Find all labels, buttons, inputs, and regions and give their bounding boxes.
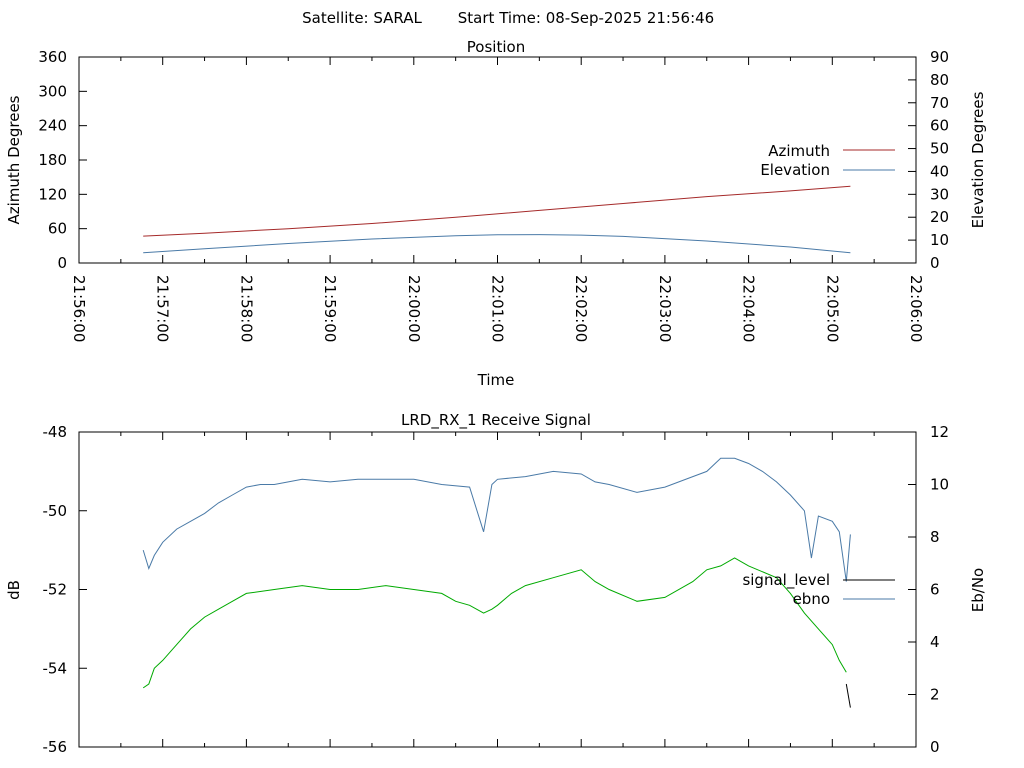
position-x-tick-label: 22:06:00	[907, 275, 925, 342]
receive-signal-chart: LRD_RX_1 Receive Signal dB Eb/No -56-54-…	[5, 411, 987, 756]
receive-y2-tick-label: 6	[930, 581, 940, 599]
position-x-tick-label: 21:58:00	[237, 275, 255, 342]
position-x-tick-label: 22:01:00	[489, 275, 507, 342]
position-y2-tick-label: 30	[930, 185, 949, 203]
receive-y-tick-label: -52	[43, 581, 68, 599]
position-chart: Position Time Azimuth Degrees Elevation …	[5, 38, 987, 389]
position-x-tick-label: 21:56:00	[70, 275, 88, 342]
receive-axes: -56 -54 -52 -50 -48 0 2 4 6 8 10 12	[43, 423, 950, 756]
position-chart-title: Position	[467, 38, 525, 56]
position-series-azimuth	[143, 185, 851, 237]
receive-y-tick-label: -50	[43, 502, 68, 520]
position-x-axis-label: Time	[477, 371, 515, 389]
position-y2-tick-label: 70	[930, 94, 949, 112]
position-y2-tick-label: 10	[930, 231, 949, 249]
position-y-tick-label: 240	[38, 117, 67, 135]
legend-elevation-label: Elevation	[760, 161, 830, 179]
legend-azimuth-label: Azimuth	[768, 142, 830, 160]
position-y-tick-label: 0	[57, 254, 67, 272]
position-y-tick-label: 60	[48, 220, 67, 238]
receive-signal-chart-title: LRD_RX_1 Receive Signal	[401, 411, 591, 430]
position-x-tick-label: 22:03:00	[656, 275, 674, 342]
receive-y-tick-label: -48	[43, 423, 68, 441]
receive-y-tick-label: -54	[43, 659, 68, 677]
position-series	[143, 185, 851, 254]
position-x-tick-label: 22:04:00	[740, 275, 758, 342]
position-y-tick-label: 120	[38, 185, 67, 203]
receive-y2-tick-label: 4	[930, 633, 940, 651]
db-axis-label: dB	[5, 580, 23, 600]
receive-y2-tick-label: 8	[930, 528, 940, 546]
position-y-tick-label: 180	[38, 151, 67, 169]
position-x-tick-label: 22:05:00	[823, 275, 841, 342]
legend-signal-level-label: signal_level	[742, 571, 830, 590]
position-plot-frame	[78, 56, 917, 264]
position-x-tick-label: 21:57:00	[154, 275, 172, 342]
receive-y-tick-label: -56	[43, 738, 68, 756]
position-y2-tick-label: 50	[930, 140, 949, 158]
position-x-tick-label: 22:00:00	[405, 275, 423, 342]
receive-series	[142, 457, 851, 708]
position-legend: Azimuth Elevation	[760, 142, 895, 179]
receive-y2-tick-label: 2	[930, 686, 940, 704]
satellite-label: Satellite: SARAL	[302, 9, 422, 27]
receive-series-ebno	[142, 457, 851, 582]
azimuth-axis-label: Azimuth Degrees	[5, 95, 23, 224]
position-y2-tick-label: 60	[930, 117, 949, 135]
ebno-axis-label: Eb/No	[969, 568, 987, 612]
legend-ebno-label: ebno	[793, 590, 830, 608]
position-y2-tick-label: 90	[930, 48, 949, 66]
receive-legend: signal_level ebno	[742, 571, 895, 608]
position-y-tick-label: 360	[38, 48, 67, 66]
position-y2-tick-label: 20	[930, 208, 949, 226]
position-axes: 0 60 120 180 240 300 360 0 10 20 30 40 50 60 70 80 90 21:…	[38, 48, 949, 342]
receive-y2-tick-label: 10	[930, 476, 949, 494]
receive-series-line-2	[142, 557, 847, 689]
position-x-tick-label: 21:59:00	[321, 275, 339, 342]
receive-series-signal-level	[845, 683, 851, 708]
position-y2-tick-label: 0	[930, 254, 940, 272]
elevation-axis-label: Elevation Degrees	[969, 91, 987, 228]
position-y2-tick-label: 40	[930, 162, 949, 180]
position-x-tick-label: 22:02:00	[572, 275, 590, 342]
position-y-tick-label: 300	[38, 82, 67, 100]
start-time-label: Start Time: 08-Sep-2025 21:56:46	[458, 9, 714, 27]
position-y2-tick-label: 80	[930, 71, 949, 89]
position-series-elevation	[143, 234, 851, 254]
receive-y2-tick-label: 12	[930, 423, 949, 441]
receive-y2-tick-label: 0	[930, 738, 940, 756]
